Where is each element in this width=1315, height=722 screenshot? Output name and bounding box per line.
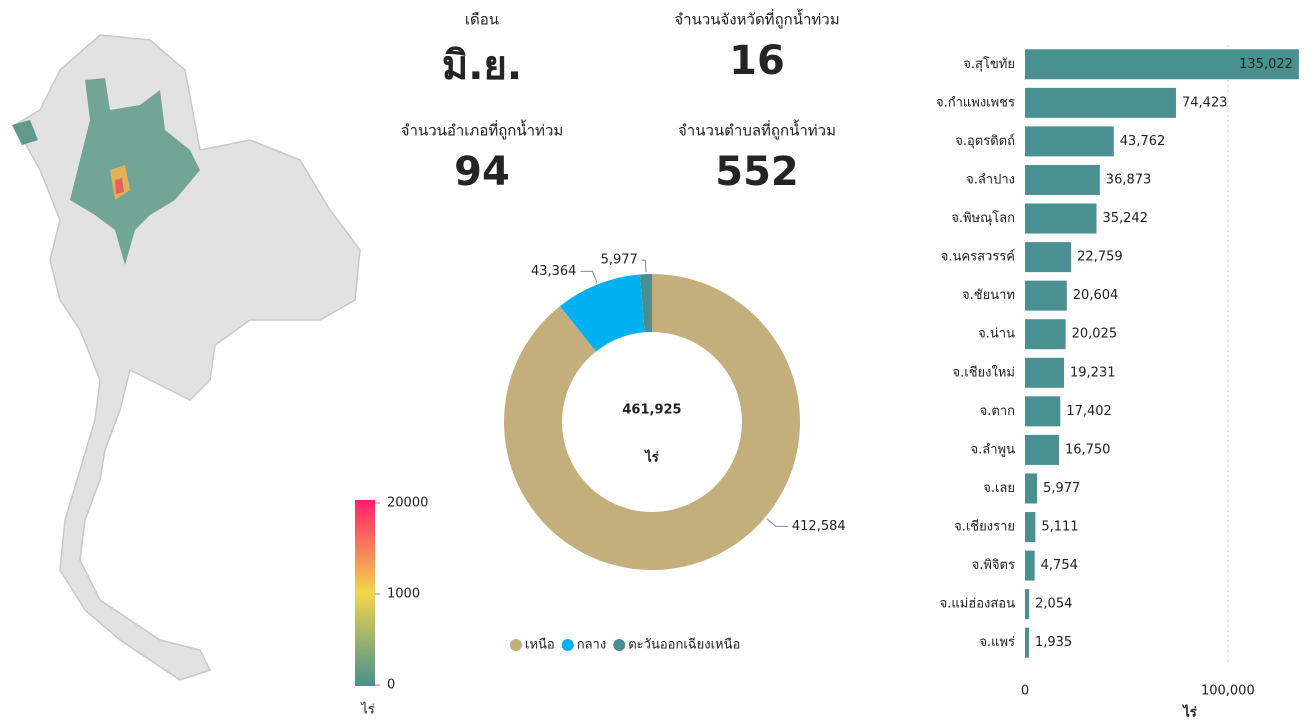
y-tick-label: จ.ลำพูน	[971, 442, 1016, 457]
kpi-cards: เดือน มิ.ย. จำนวนจังหวัดที่ถูกน้ำท่วม 16…	[401, 9, 840, 196]
legend-marker	[561, 639, 574, 651]
kpi-label: จำนวนตำบลที่ถูกน้ำท่วม	[678, 120, 836, 140]
data-label: 20,025	[1072, 327, 1118, 342]
data-label: 412,584	[792, 519, 846, 534]
data-label: 16,750	[1065, 442, 1111, 457]
x-tick-label: 0	[1021, 684, 1029, 699]
donut-slice	[639, 274, 652, 333]
y-tick-label: จ.กำแพงเพชร	[936, 95, 1015, 110]
y-tick-label: จ.เชียงราย	[954, 519, 1015, 535]
data-label: 4,754	[1041, 558, 1078, 573]
map	[12, 34, 361, 681]
data-label: 43,364	[531, 264, 577, 279]
kpi-value: 552	[715, 149, 799, 195]
bar	[1025, 242, 1072, 273]
y-tick-label: จ.นครสวรรค์	[941, 249, 1015, 265]
data-label: 5,977	[601, 253, 638, 268]
color-legend: ไร่	[355, 500, 375, 718]
leader-line	[641, 259, 647, 273]
data-label: 19,231	[1070, 365, 1116, 380]
y-tick-label: จ.พิจิตร	[972, 558, 1015, 573]
bar	[1025, 627, 1029, 658]
legend-title: ไร่	[360, 702, 375, 718]
y-tick-label: จ.เชียงใหม่	[953, 364, 1015, 380]
data-label: 1,935	[1035, 635, 1072, 650]
kpi-value: มิ.ย.	[442, 43, 522, 89]
bar	[1025, 126, 1114, 157]
legend-marker	[613, 639, 626, 651]
y-tick-label: จ.พิษณุโลก	[951, 210, 1015, 226]
y-tick-label: จ.แม่ฮ่องสอน	[940, 597, 1016, 612]
data-label: 2,054	[1035, 597, 1072, 612]
data-label: 5,111	[1041, 520, 1078, 535]
data-label: 22,759	[1077, 250, 1123, 265]
flooded-area	[70, 78, 200, 265]
x-axis-label: ไร่	[1181, 704, 1197, 721]
y-tick-label: จ.เลย	[983, 481, 1015, 496]
color-bar	[355, 500, 375, 686]
bar	[1025, 357, 1065, 388]
data-label: 35,242	[1102, 211, 1148, 226]
legend-tick-label: 0	[387, 678, 395, 693]
flooded-area	[115, 178, 124, 194]
bar	[1025, 550, 1035, 581]
data-label: 17,402	[1066, 404, 1112, 419]
donut-slice	[504, 274, 800, 570]
legend-label: เหนือ	[525, 637, 555, 653]
kpi-label: เดือน	[465, 11, 499, 29]
bar	[1025, 512, 1036, 543]
bar	[1025, 87, 1176, 118]
legend-tick-label: 1000	[387, 587, 420, 602]
y-tick-label: จ.ลำปาง	[966, 172, 1015, 187]
bar	[1025, 396, 1061, 427]
leader-line	[580, 270, 598, 283]
donut-slice	[559, 274, 645, 352]
center-value: 461,925	[622, 403, 681, 418]
bar	[1025, 203, 1097, 234]
y-tick-label: จ.ตาก	[980, 404, 1015, 419]
x-tick-label: 100,000	[1201, 684, 1255, 699]
bar	[1025, 589, 1030, 620]
bar	[1025, 49, 1299, 80]
bar	[1025, 473, 1038, 504]
bar	[1025, 434, 1059, 465]
y-tick-label: จ.ชัยนาท	[962, 288, 1015, 303]
data-label: 36,873	[1106, 172, 1152, 187]
y-tick-label: จ.น่าน	[978, 327, 1015, 342]
center-unit: ไร่	[643, 449, 659, 466]
data-label: 74,423	[1182, 95, 1228, 110]
kpi-label: จำนวนจังหวัดที่ถูกน้ำท่วม	[674, 9, 839, 29]
flooded-area	[12, 120, 38, 145]
data-label: 135,022	[1239, 57, 1293, 72]
y-tick-label: จ.สุโขทัย	[963, 56, 1015, 72]
legend-label: กลาง	[577, 638, 607, 653]
kpi-value: 94	[454, 149, 510, 195]
legend-tick-label: 20000	[387, 496, 428, 511]
data-label: 5,977	[1043, 481, 1080, 496]
y-tick-label: จ.อุตรดิตถ์	[955, 133, 1015, 149]
data-label: 20,604	[1073, 288, 1119, 303]
y-tick-label: จ.แพร่	[979, 635, 1015, 650]
kpi-label: จำนวนอำเภอที่ถูกน้ำท่วม	[401, 120, 564, 140]
country-shape	[13, 34, 361, 681]
data-label: 43,762	[1120, 134, 1166, 149]
legend-marker	[510, 639, 522, 651]
bar	[1025, 280, 1067, 311]
legend-label: ตะวันออกเฉียงเหนือ	[628, 637, 740, 653]
leader-line	[766, 518, 788, 527]
bar	[1025, 319, 1066, 350]
kpi-value: 16	[729, 38, 785, 84]
bar	[1025, 164, 1100, 195]
